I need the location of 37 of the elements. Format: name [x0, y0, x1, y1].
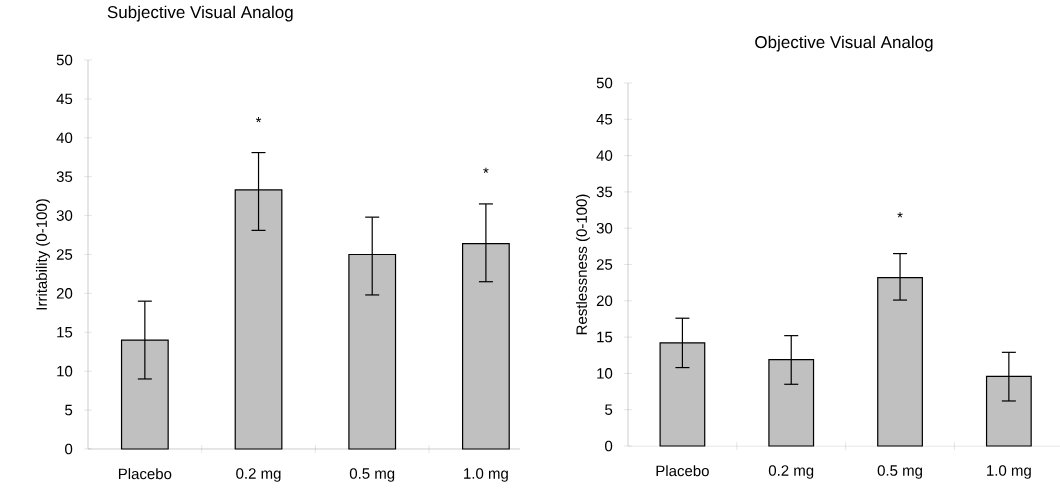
y-tick-label: 10	[57, 365, 73, 377]
y-tick-label: 30	[596, 222, 613, 234]
y-tick-label: 20	[596, 295, 613, 307]
y-tick-label: 35	[596, 186, 613, 198]
y-tick-label: 25	[56, 249, 73, 260]
y-axis-title: Irritability (0-100)	[35, 199, 50, 310]
chart-title: Objective Visual Analog	[755, 35, 933, 52]
y-tick-label: 25	[596, 259, 613, 270]
annotation: *	[483, 167, 489, 173]
y-tick-label: 10	[597, 368, 613, 379]
y-tick-label: 40	[596, 150, 613, 161]
annotation: *	[897, 212, 903, 218]
y-tick-label: 40	[56, 132, 73, 144]
x-tick-label: 1.0 mg	[987, 465, 1031, 479]
y-axis-title: Restlessness (0-100)	[575, 194, 590, 335]
y-tick-label: 5	[65, 404, 73, 416]
y-tick-label: 30	[56, 210, 73, 221]
y-tick-label: 15	[597, 331, 613, 343]
x-tick-label: 0.2 mg	[236, 468, 281, 482]
y-tick-label: 45	[56, 93, 73, 105]
x-tick-label: Placebo	[656, 465, 709, 477]
y-tick-label: 0	[605, 440, 613, 452]
x-tick-label: 0.5 mg	[877, 465, 922, 479]
y-tick-label: 50	[56, 54, 73, 66]
y-tick-label: 5	[605, 404, 613, 415]
chart-title: Subjective Visual Analog	[107, 5, 293, 22]
x-tick-label: 0.5 mg	[349, 468, 395, 482]
y-tick-label: 20	[56, 288, 73, 299]
x-tick-label: 0.2 mg	[768, 465, 814, 479]
y-tick-label: 50	[596, 77, 613, 89]
x-tick-label: Placebo	[118, 468, 172, 480]
annotation: *	[255, 117, 262, 123]
y-tick-label: 45	[596, 114, 613, 125]
x-tick-label: 1.0 mg	[464, 468, 508, 482]
y-tick-label: 35	[56, 171, 73, 182]
y-tick-label: 15	[57, 327, 73, 338]
y-tick-label: 0	[65, 443, 73, 455]
